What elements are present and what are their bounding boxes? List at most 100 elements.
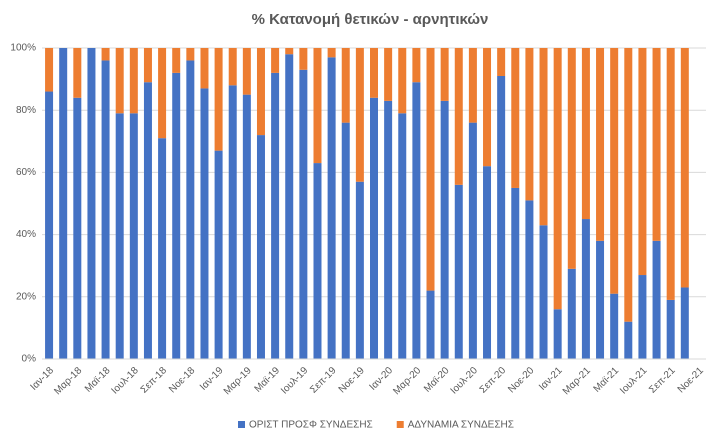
bar-segment — [101, 48, 110, 61]
bar-segment — [553, 309, 562, 359]
x-tick-label: Μαρ-20 — [391, 365, 423, 397]
bar-segment — [73, 48, 82, 98]
bar-segment — [581, 48, 590, 220]
x-tick-label: Μαϊ-21 — [592, 365, 622, 395]
bar-segment — [158, 48, 167, 139]
bar-segment — [539, 225, 548, 359]
bar-segment — [200, 88, 209, 360]
bar-segment — [370, 97, 378, 359]
bar-segment — [256, 135, 265, 359]
bar-segment — [553, 48, 562, 310]
bar-segment — [172, 72, 181, 359]
bar-segment — [652, 240, 661, 359]
bar-segment — [483, 48, 492, 167]
bar-segment — [680, 287, 689, 359]
bar-segment — [45, 48, 54, 92]
bar-segment — [624, 48, 633, 322]
bar-segment — [525, 200, 534, 359]
bar-segment — [398, 113, 407, 359]
x-tick-label: Νοε-19 — [337, 365, 367, 395]
bar-segment — [271, 72, 280, 359]
bar-segment — [680, 48, 689, 288]
bar-segment — [186, 48, 195, 61]
bar-segment — [299, 69, 308, 360]
bar-segment — [638, 48, 647, 276]
y-tick-label: 80% — [16, 105, 36, 116]
bar-segment — [341, 48, 350, 123]
chart-title: % Κατανομή θετικών - αρνητικών — [252, 11, 489, 28]
x-tick-label: Μαϊ-19 — [253, 365, 283, 395]
y-tick-label: 20% — [16, 291, 36, 302]
bar-segment — [285, 48, 294, 55]
bar-segment — [214, 48, 223, 151]
x-tick-label: Μαρ-18 — [52, 365, 84, 397]
x-tick-label: Μαρ-21 — [561, 365, 593, 397]
bar-segment — [143, 48, 152, 83]
x-tick-label: Νοε-21 — [676, 365, 706, 395]
bar-segment — [525, 48, 534, 201]
bar-segment — [313, 48, 322, 164]
bar-segment — [158, 138, 167, 359]
bar-segment — [101, 60, 110, 359]
bar-segment — [355, 181, 364, 359]
bar-segment — [666, 299, 675, 359]
x-tick-label: Σεπ-18 — [139, 365, 170, 396]
x-tick-label: Σεπ-20 — [478, 365, 509, 396]
bar-segment — [186, 60, 195, 359]
bar-segment — [129, 113, 138, 359]
bar-segment — [242, 48, 251, 95]
bar-segment — [271, 48, 280, 73]
bar-segment — [341, 122, 350, 359]
y-tick-label: 60% — [16, 167, 36, 178]
bar-segment — [214, 150, 223, 359]
bar-segment — [596, 48, 605, 241]
bar-segment — [228, 85, 237, 359]
bar-segment — [59, 48, 68, 359]
bar-segment — [567, 268, 576, 359]
bar-segment — [398, 48, 407, 114]
bar-segment — [454, 48, 463, 185]
x-tick-label: Ιουλ-20 — [449, 365, 481, 397]
legend-label: ΑΔΥΝΑΜΙΑ ΣΥΝΔΕΣΗΣ — [408, 420, 514, 431]
bar-segment — [497, 48, 506, 76]
legend-swatch — [238, 421, 245, 428]
legend-label: ΟΡΙΣΤ ΠΡΟΣΦ ΣΥΝΔΕΣΗΣ — [249, 420, 373, 431]
bar-segment — [313, 163, 322, 359]
bar-segment — [652, 48, 661, 241]
bar-segment — [370, 48, 378, 98]
x-tick-label: Μαρ-19 — [222, 365, 254, 397]
x-tick-label: Σεπ-19 — [308, 365, 339, 396]
x-tick-label: Ιουλ-19 — [279, 365, 311, 397]
bar-segment — [87, 48, 96, 359]
bar-segment — [454, 184, 463, 359]
bar-segment — [256, 48, 265, 136]
x-tick-label: Νοε-20 — [506, 365, 536, 395]
x-tick-label: Σεπ-21 — [647, 365, 678, 396]
bar-segment — [483, 166, 492, 359]
bar-segment — [581, 219, 590, 359]
bar-segment — [412, 48, 421, 83]
bar-segment — [384, 100, 393, 360]
bar-segment — [468, 48, 477, 123]
legend-swatch — [396, 421, 404, 428]
bar-segment — [355, 48, 364, 182]
bar-segment — [567, 48, 576, 269]
y-tick-label: 40% — [16, 229, 36, 240]
x-tick-label: Μαϊ-18 — [83, 365, 113, 395]
bar-segment — [412, 82, 421, 360]
x-tick-label: Ιουλ-18 — [110, 365, 142, 397]
bar-segment — [624, 321, 633, 359]
bar-segment — [497, 75, 506, 360]
bar-segment — [115, 48, 124, 114]
bar-segment — [468, 122, 477, 359]
bar-segment — [426, 290, 435, 359]
bar-segment — [511, 48, 520, 188]
x-tick-label: Νοε-18 — [167, 365, 197, 395]
bar-segment — [610, 293, 619, 359]
y-tick-label: 100% — [10, 43, 36, 54]
bar-segment — [285, 54, 294, 359]
bar-segment — [200, 48, 209, 89]
x-tick-label: Ιουλ-21 — [618, 365, 650, 397]
